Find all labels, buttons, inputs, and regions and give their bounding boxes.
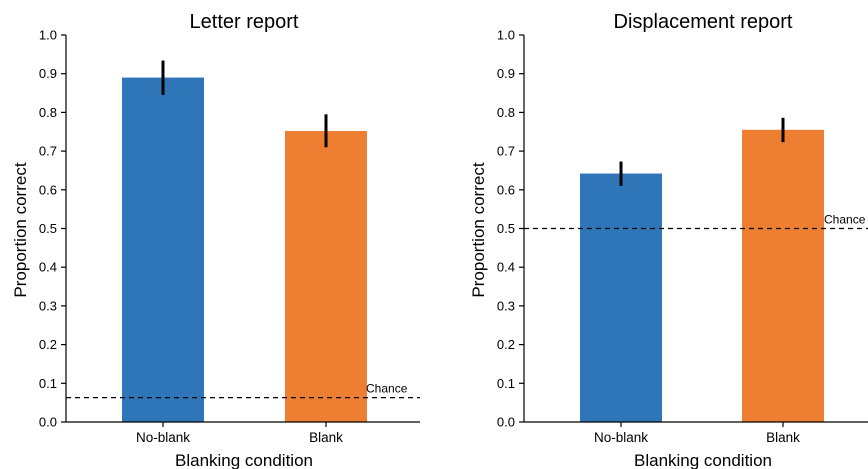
y-tick-label: 1.0 (497, 28, 515, 43)
bar-blank (285, 130, 367, 422)
y-tick-label: 0.5 (497, 221, 515, 236)
y-tick-label: 0.0 (39, 415, 57, 430)
bar-blank (742, 129, 824, 422)
y-axis-label: Proportion correct (11, 162, 30, 297)
bar-no-blank (122, 77, 204, 422)
chance-label: Chance (824, 213, 866, 227)
y-tick-label: 0.4 (497, 260, 515, 275)
x-tick-label: Blank (766, 430, 800, 445)
y-tick-label: 0.9 (39, 66, 57, 81)
y-tick-label: 0.5 (39, 221, 57, 236)
y-tick-label: 0.3 (39, 298, 57, 313)
y-tick-label: 0.6 (497, 182, 515, 197)
y-axis-label: Proportion correct (469, 162, 488, 297)
y-tick-label: 0.6 (39, 182, 57, 197)
y-tick-label: 0.7 (39, 144, 57, 159)
chance-label: Chance (366, 382, 408, 396)
y-tick-label: 0.0 (497, 415, 515, 430)
y-tick-label: 0.3 (497, 298, 515, 313)
x-axis-label: Blanking condition (634, 451, 772, 469)
x-tick-label: No-blank (594, 430, 648, 445)
y-tick-label: 0.1 (497, 376, 515, 391)
y-tick-label: 0.1 (39, 376, 57, 391)
chart-title: Letter report (190, 11, 299, 33)
y-tick-label: 0.8 (39, 105, 57, 120)
bar-no-blank (580, 173, 662, 422)
x-axis-label: Blanking condition (175, 451, 313, 469)
y-tick-label: 0.2 (497, 337, 515, 352)
y-tick-label: 1.0 (39, 28, 57, 43)
x-tick-label: Blank (309, 430, 343, 445)
x-tick-label: No-blank (136, 430, 190, 445)
y-tick-label: 0.9 (497, 66, 515, 81)
chart-title: Displacement report (614, 11, 793, 33)
displacement-report-panel: Displacement report Proportion correct B… (469, 11, 868, 469)
y-tick-label: 0.7 (497, 144, 515, 159)
y-tick-label: 0.4 (39, 260, 57, 275)
y-tick-label: 0.2 (39, 337, 57, 352)
y-tick-label: 0.8 (497, 105, 515, 120)
letter-report-panel: Letter report Proportion correct Blankin… (11, 11, 420, 469)
